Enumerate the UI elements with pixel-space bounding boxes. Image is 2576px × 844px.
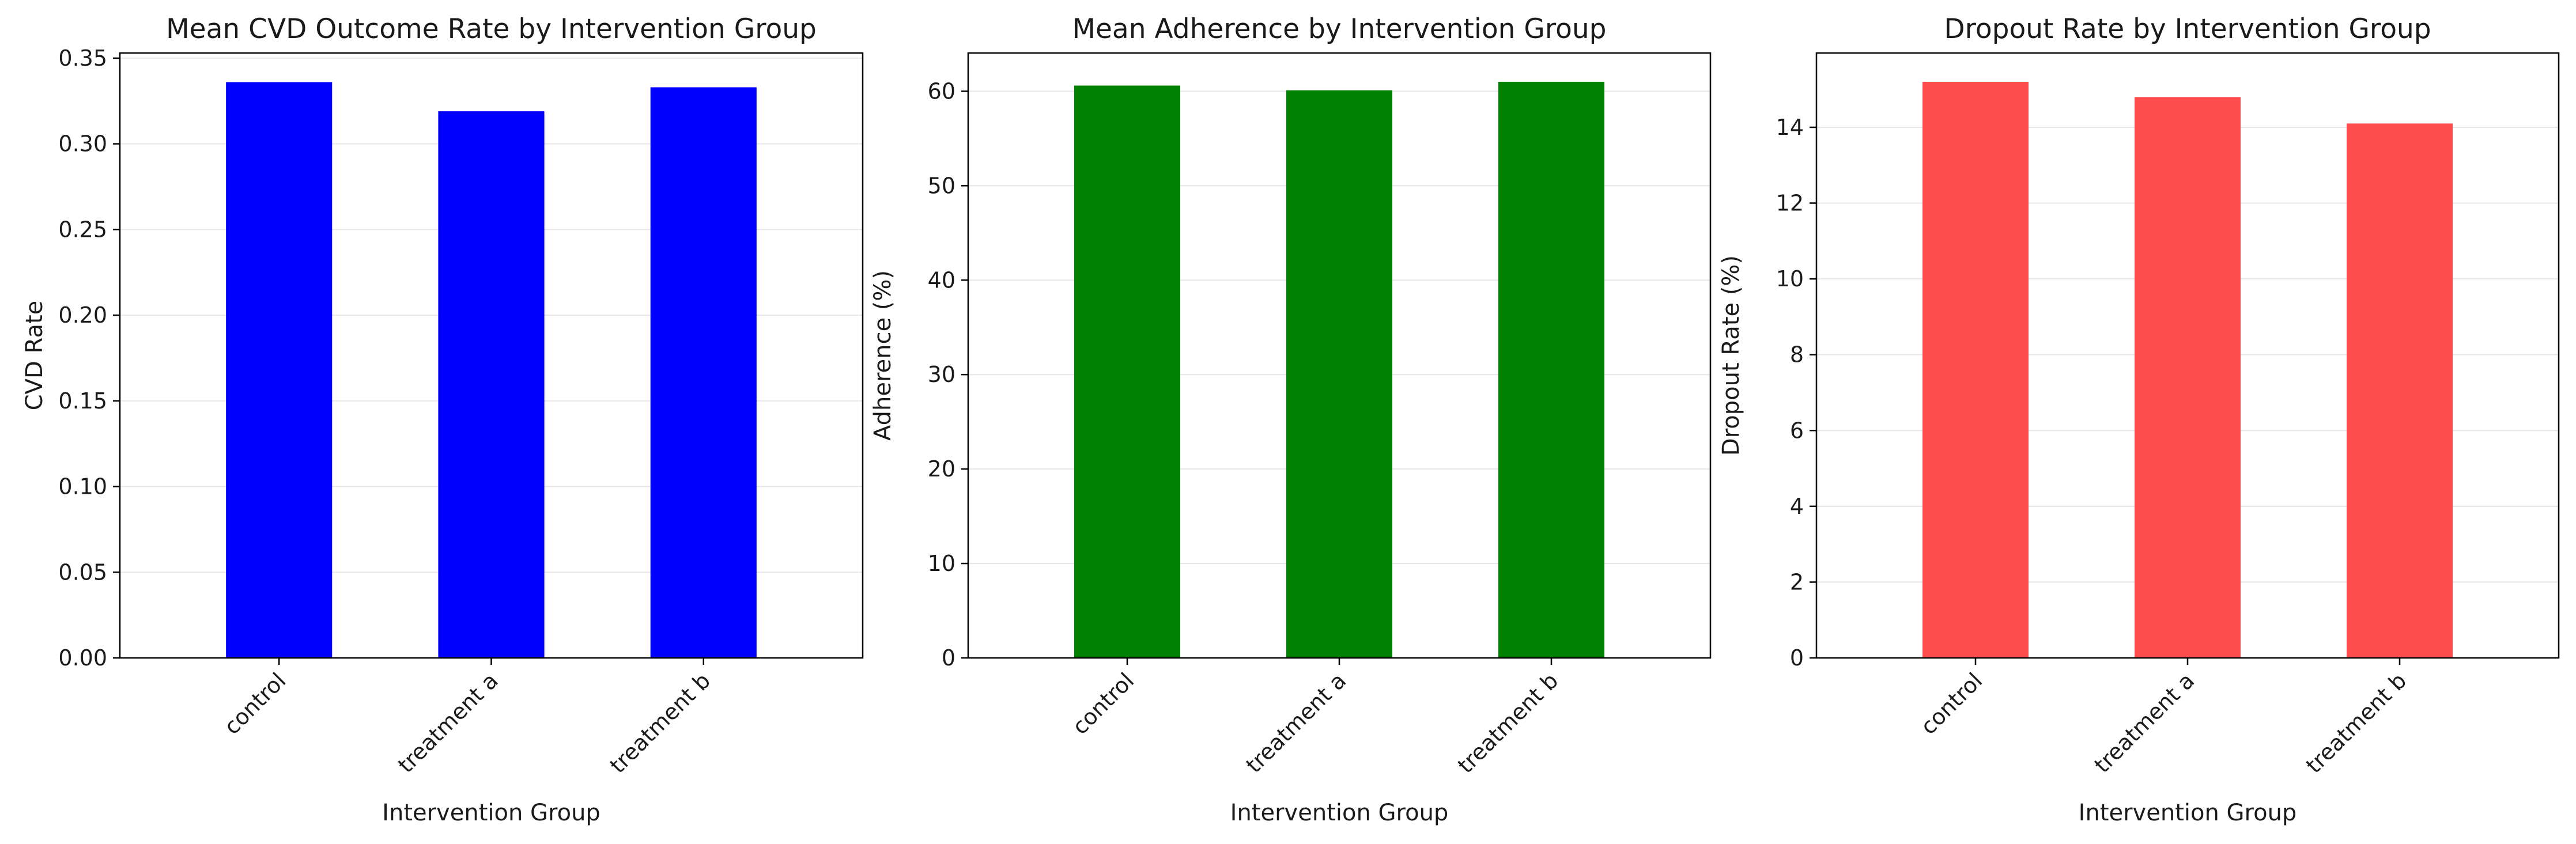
y-tick-label: 8 (1790, 342, 1804, 368)
x-tick-label: control (219, 668, 290, 739)
bar-treatment-b (2347, 123, 2453, 658)
x-axis-label: Intervention Group (382, 800, 600, 826)
chart-title: Dropout Rate by Intervention Group (1944, 13, 2431, 45)
y-tick-label: 60 (928, 78, 955, 104)
chart-title: Mean CVD Outcome Rate by Intervention Gr… (166, 13, 817, 45)
y-tick-label: 40 (928, 267, 955, 293)
x-axis-label: Intervention Group (1230, 800, 1449, 826)
y-tick-label: 2 (1790, 569, 1804, 595)
y-axis-label: Adherence (%) (870, 270, 896, 441)
y-tick-label: 6 (1790, 418, 1804, 443)
x-tick-label: treatment a (2089, 668, 2199, 778)
x-tick-label: treatment b (605, 668, 716, 778)
chart-panel-2: 0 10 20 30 40 50 60 control treatment a treatment… (870, 13, 1712, 826)
y-tick-label: 14 (1776, 115, 1804, 140)
bar-treatment-a (438, 111, 545, 658)
y-tick-label: 0.20 (58, 302, 107, 328)
y-tick-label: 0.10 (58, 474, 107, 499)
x-tick-label: treatment a (1241, 668, 1351, 778)
x-tick-label: control (1916, 668, 1987, 739)
bar-treatment-b (1498, 82, 1604, 658)
y-tick-label: 0.35 (58, 46, 107, 71)
y-tick-label: 50 (928, 173, 955, 198)
y-axis-label: Dropout Rate (%) (1718, 255, 1744, 456)
chart-panel-3: 0 2 4 6 8 10 12 14 control treatment a treatment b… (1718, 13, 2560, 826)
y-tick-label: 10 (928, 551, 955, 576)
bar-control (1074, 85, 1180, 658)
x-tick-label: treatment a (393, 668, 503, 778)
y-tick-label: 0.15 (58, 388, 107, 414)
x-axis-label: Intervention Group (2079, 800, 2297, 826)
x-tick-label: treatment b (2301, 668, 2412, 778)
bar-treatment-a (2135, 97, 2241, 658)
y-tick-label: 0.05 (58, 559, 107, 585)
y-tick-label: 0 (942, 645, 955, 671)
bar-control (1922, 82, 2029, 658)
y-tick-label: 0.25 (58, 217, 107, 242)
y-tick-label: 10 (1776, 266, 1804, 292)
chart-panel-1: 0.00 0.05 0.10 0.15 0.20 0.25 0.30 0.35 control t… (21, 13, 864, 826)
y-tick-label: 12 (1776, 191, 1804, 216)
y-tick-label: 4 (1790, 494, 1804, 519)
bar-treatment-b (650, 87, 757, 658)
y-tick-label: 30 (928, 362, 955, 387)
y-tick-label: 0 (1790, 645, 1804, 671)
bar-treatment-a (1286, 90, 1392, 658)
y-axis-label: CVD Rate (21, 301, 48, 411)
bar-control (226, 82, 333, 658)
x-tick-label: treatment b (1453, 668, 1563, 778)
chart-title: Mean Adherence by Intervention Group (1072, 13, 1606, 45)
y-tick-label: 0.30 (58, 131, 107, 157)
y-tick-label: 0.00 (58, 645, 107, 671)
y-tick-label: 20 (928, 456, 955, 482)
x-tick-label: control (1067, 668, 1139, 739)
